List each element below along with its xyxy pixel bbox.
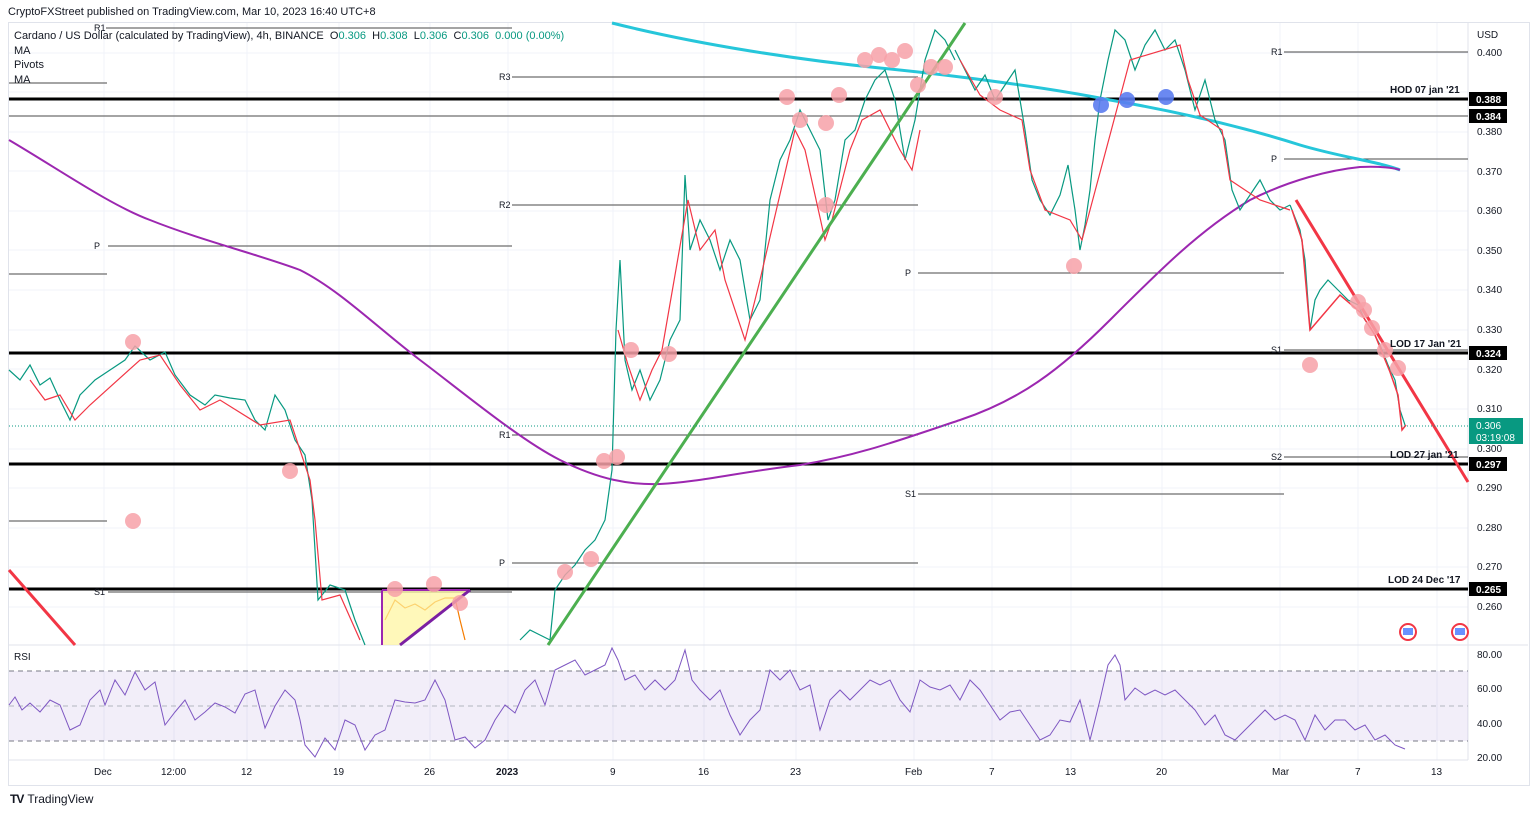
svg-text:0.400: 0.400 [1477, 48, 1502, 59]
pivot-lines [9, 27, 1468, 593]
level-tag: 0.297 [1476, 460, 1501, 471]
svg-text:9: 9 [610, 767, 616, 778]
svg-text:0.320: 0.320 [1477, 365, 1502, 376]
lod24-annotation: LOD 24 Dec '17 [1388, 575, 1461, 586]
svg-text:0.290: 0.290 [1477, 483, 1502, 494]
level-tag: 0.388 [1476, 95, 1501, 106]
pivot-label: P [94, 241, 100, 251]
time-axis[interactable]: Dec 12:00 12 19 26 2023 9 16 23 Feb 7 13… [94, 767, 1443, 778]
hod-annotation: HOD 07 jan '21 [1390, 85, 1460, 96]
pivot-label: R3 [499, 72, 511, 82]
blue-markers [1093, 89, 1174, 113]
svg-text:0.380: 0.380 [1477, 127, 1502, 138]
pivot-label: R1 [499, 430, 511, 440]
svg-text:0.360: 0.360 [1477, 206, 1502, 217]
svg-text:7: 7 [1355, 767, 1361, 778]
svg-text:60.00: 60.00 [1477, 684, 1502, 695]
svg-text:Feb: Feb [905, 767, 923, 778]
svg-text:40.00: 40.00 [1477, 719, 1502, 730]
downtrend-line[interactable] [1294, 199, 1470, 483]
svg-text:12:00: 12:00 [161, 767, 186, 778]
pivot-label: S1 [94, 587, 105, 597]
pivot-label: R1 [1271, 47, 1283, 57]
svg-text:0.350: 0.350 [1477, 246, 1502, 257]
lod27-annotation: LOD 27 jan '21 [1390, 450, 1459, 461]
svg-text:0.310: 0.310 [1477, 404, 1502, 415]
candles [8, 28, 1407, 646]
pivot-label: R2 [499, 200, 511, 210]
key-levels [9, 97, 1468, 591]
level-tag: 0.384 [1476, 112, 1501, 123]
close-value: 0.306 [461, 30, 489, 42]
svg-text:Mar: Mar [1272, 767, 1290, 778]
uptrend-line[interactable] [546, 22, 967, 646]
ma-mid-line [8, 139, 1401, 486]
ma-long-line [611, 21, 1401, 172]
us-flag-event-icon[interactable] [1451, 623, 1469, 641]
indicator-ma-2[interactable]: MA [14, 73, 31, 86]
open-value: 0.306 [338, 30, 366, 42]
pivot-label: S2 [1271, 452, 1282, 462]
svg-text:Dec: Dec [94, 767, 112, 778]
bar-countdown: 03:19:08 [1476, 433, 1515, 444]
svg-text:2023: 2023 [496, 767, 519, 778]
svg-text:16: 16 [698, 767, 710, 778]
indicator-pivots[interactable]: Pivots [14, 59, 44, 71]
pivot-label: S1 [905, 489, 916, 499]
change-value: 0.000 (0.00%) [495, 30, 565, 42]
svg-text:0.330: 0.330 [1477, 325, 1502, 336]
lod17-annotation: LOD 17 Jan '21 [1390, 339, 1462, 350]
svg-text:80.00: 80.00 [1477, 650, 1502, 661]
chart-legend: Cardano / US Dollar (calculated by Tradi… [14, 29, 564, 87]
rsi-pane[interactable]: RSI 80.00 60.00 40.00 20.00 [8, 646, 1502, 764]
chart-frame[interactable] [8, 22, 1530, 786]
touch-markers [125, 43, 1406, 611]
pivot-label: P [499, 558, 505, 568]
grid [9, 23, 1468, 760]
symbol-title: Cardano / US Dollar (calculated by Tradi… [14, 30, 324, 42]
svg-text:7: 7 [989, 767, 995, 778]
svg-text:12: 12 [241, 767, 253, 778]
level-tag: 0.324 [1476, 349, 1501, 360]
us-flag-event-icon[interactable] [1399, 623, 1417, 641]
svg-text:0.340: 0.340 [1477, 285, 1502, 296]
pivot-label: P [1271, 154, 1277, 164]
tradingview-logo-icon[interactable]: TV [10, 792, 24, 806]
svg-text:26: 26 [424, 767, 436, 778]
current-price-value: 0.306 [1476, 421, 1501, 432]
svg-text:13: 13 [1431, 767, 1443, 778]
downtrend-line-left[interactable] [7, 569, 77, 646]
svg-text:20: 20 [1156, 767, 1168, 778]
footer: TV TradingView [10, 792, 93, 806]
svg-text:0.280: 0.280 [1477, 523, 1502, 534]
svg-text:0.260: 0.260 [1477, 602, 1502, 613]
svg-text:0.300: 0.300 [1477, 444, 1502, 455]
svg-text:19: 19 [333, 767, 345, 778]
svg-text:20.00: 20.00 [1477, 753, 1502, 764]
rsi-line [8, 646, 1406, 758]
indicator-ma[interactable]: MA [14, 44, 31, 57]
svg-text:0.270: 0.270 [1477, 562, 1502, 573]
pivot-label: R1 [94, 23, 106, 33]
symbol-row[interactable]: Cardano / US Dollar (calculated by Tradi… [14, 30, 565, 42]
svg-text:13: 13 [1065, 767, 1077, 778]
pivot-label: P [905, 268, 911, 278]
publisher-line: CryptoFXStreet published on TradingView.… [8, 6, 376, 18]
rsi-title: RSI [14, 652, 31, 663]
svg-text:23: 23 [790, 767, 802, 778]
brand-name[interactable]: TradingView [27, 792, 94, 806]
price-axis[interactable]: USD 0.400 0.380 0.370 0.360 0.350 0.340 … [1469, 30, 1523, 613]
currency-label: USD [1477, 30, 1498, 41]
svg-text:0.370: 0.370 [1477, 167, 1502, 178]
current-price-tag [1469, 418, 1523, 444]
low-value: 0.306 [419, 30, 448, 42]
level-tag: 0.265 [1476, 585, 1501, 596]
pivot-label: S1 [1271, 345, 1282, 355]
pivot-labels: R1 P S1 R3 R2 R1 P P S1 R1 P S1 S2 [94, 23, 1283, 597]
high-value: 0.308 [380, 30, 408, 42]
